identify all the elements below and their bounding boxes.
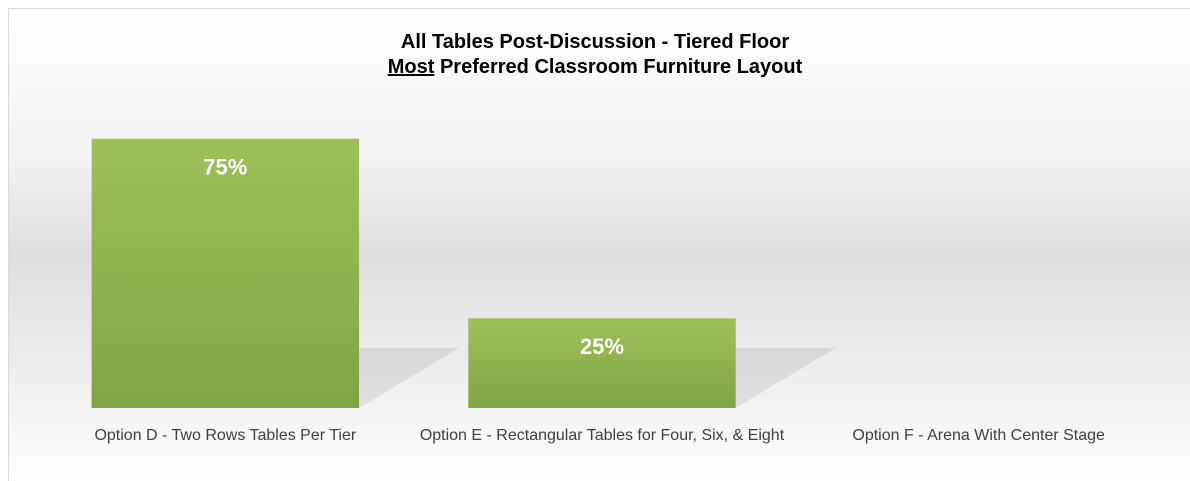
bar xyxy=(91,138,360,408)
value-label: 25% xyxy=(580,334,624,359)
bar xyxy=(468,318,736,408)
chart-subtitle: Preferred Classroom Furniture Layout xyxy=(439,56,803,78)
value-label: 75% xyxy=(203,155,247,180)
x-tick-label: Option D - Two Rows Tables Per Tier xyxy=(94,427,357,444)
chart-title: All Tables Post-Discussion - Tiered Floo… xyxy=(400,31,790,53)
chart-title-block: All Tables Post-Discussion - Tiered Floo… xyxy=(0,30,1190,80)
chart-subtitle-line: Most Preferred Classroom Furniture Layou… xyxy=(0,55,1190,80)
x-tick-label: Option F - Arena With Center Stage xyxy=(852,427,1105,444)
subtitle-emphasis: Most xyxy=(387,56,435,78)
bar-shadow xyxy=(735,348,836,408)
bar-shadow xyxy=(359,348,460,408)
x-tick-label: Option E - Rectangular Tables for Four, … xyxy=(419,427,785,444)
